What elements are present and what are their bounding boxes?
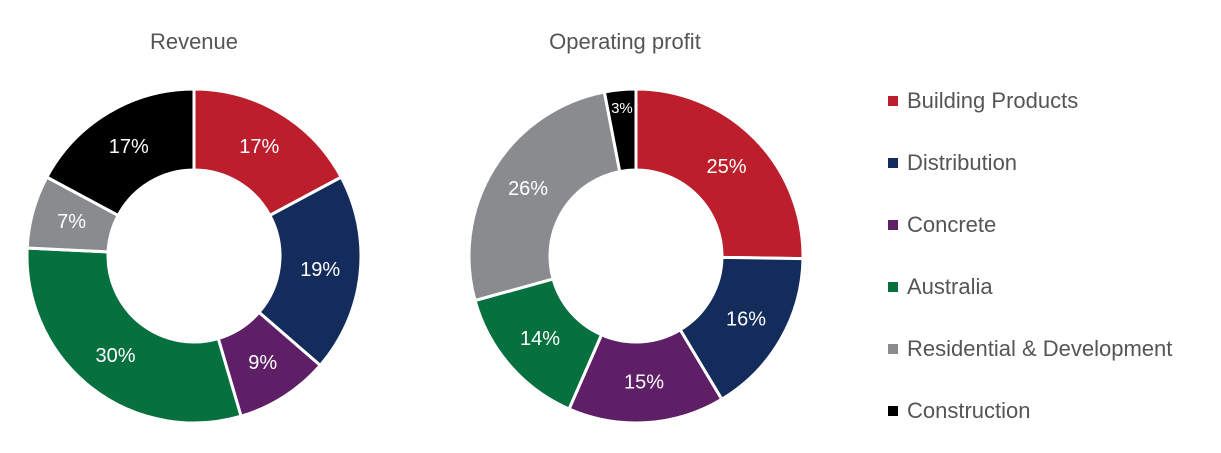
legend-label: Construction [907, 398, 1031, 423]
legend-item-construction: Construction [888, 380, 1172, 442]
slice-label-residential-development: 7% [57, 211, 86, 233]
legend-item-building-products: Building Products [888, 70, 1172, 132]
slice-label-building-products: 25% [706, 156, 746, 178]
legend-label: Residential & Development [907, 336, 1173, 361]
legend-swatch [888, 282, 898, 292]
slice-building-products [634, 87, 805, 261]
legend-item-australia: Australia [888, 256, 1172, 318]
legend-label: Australia [907, 274, 993, 299]
slice-australia [25, 246, 243, 425]
legend-swatch [888, 96, 898, 106]
legend-item-residential-development: Residential & Development [888, 318, 1172, 380]
legend-swatch [888, 158, 898, 168]
slice-label-residential-development: 26% [508, 178, 548, 200]
slice-distribution [256, 175, 363, 368]
slice-label-concrete: 9% [248, 352, 277, 374]
slice-label-construction: 17% [109, 136, 149, 158]
legend-swatch [888, 220, 898, 230]
slice-label-distribution: 16% [726, 309, 766, 331]
slice-label-australia: 14% [520, 328, 560, 350]
slice-construction [44, 87, 196, 218]
operating-profit-chart-title: Operating profit [549, 29, 701, 54]
revenue-donut: 17% 19% 9% 30% 7% 17% [25, 87, 363, 425]
slice-label-australia: 30% [95, 345, 135, 367]
slice-label-construction: 3% [611, 100, 633, 117]
legend-swatch [888, 344, 898, 354]
slice-residential-development [467, 90, 622, 303]
legend-label: Building Products [907, 88, 1079, 113]
slice-construction [602, 87, 638, 174]
charts-area: Revenue 17% 19% 9% 30% 7% 17% Operating profi… [25, 29, 805, 425]
operating-profit-donut: 25% 16% 15% 14% 26% 3% [467, 87, 805, 425]
legend-swatch [888, 406, 898, 416]
legend: Building Products Distribution Concrete … [888, 70, 1172, 442]
slice-label-building-products: 17% [239, 136, 279, 158]
legend-item-distribution: Distribution [888, 132, 1172, 194]
revenue-chart-title: Revenue [150, 29, 238, 54]
legend-item-concrete: Concrete [888, 194, 1172, 256]
slice-label-concrete: 15% [624, 372, 664, 394]
legend-label: Concrete [907, 212, 997, 237]
legend-label: Distribution [907, 150, 1018, 175]
slice-label-distribution: 19% [300, 259, 340, 281]
